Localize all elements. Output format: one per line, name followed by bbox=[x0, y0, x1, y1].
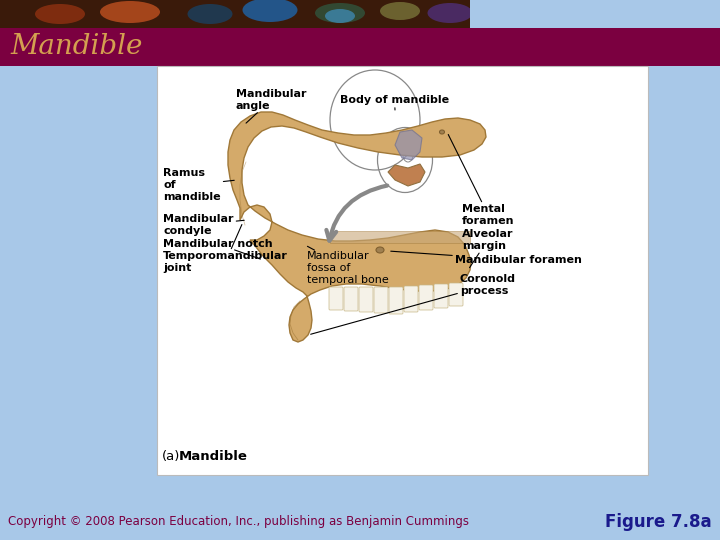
Ellipse shape bbox=[243, 0, 297, 22]
Text: Copyright © 2008 Pearson Education, Inc., publishing as Benjamin Cummings: Copyright © 2008 Pearson Education, Inc.… bbox=[8, 516, 469, 529]
Text: Mental
foramen: Mental foramen bbox=[449, 134, 515, 226]
Polygon shape bbox=[388, 164, 425, 186]
Ellipse shape bbox=[35, 4, 85, 24]
Polygon shape bbox=[395, 130, 422, 160]
FancyBboxPatch shape bbox=[404, 286, 418, 312]
Bar bbox=[0, 28, 720, 66]
Text: Mandibular
fossa of
temporal bone: Mandibular fossa of temporal bone bbox=[307, 246, 389, 285]
Ellipse shape bbox=[325, 9, 355, 23]
FancyBboxPatch shape bbox=[359, 287, 373, 312]
Text: Coronold
process: Coronold process bbox=[310, 274, 516, 334]
Text: Figure 7.8a: Figure 7.8a bbox=[606, 513, 712, 531]
Ellipse shape bbox=[100, 1, 160, 23]
FancyBboxPatch shape bbox=[389, 287, 403, 314]
FancyBboxPatch shape bbox=[344, 287, 358, 311]
Text: Mandible: Mandible bbox=[179, 450, 248, 463]
FancyBboxPatch shape bbox=[419, 285, 433, 310]
Text: Body of mandible: Body of mandible bbox=[340, 95, 449, 110]
Bar bbox=[0, 0, 720, 28]
Text: Mandibular notch: Mandibular notch bbox=[163, 239, 273, 259]
Text: Mandibular foramen: Mandibular foramen bbox=[391, 251, 582, 265]
FancyBboxPatch shape bbox=[449, 283, 463, 306]
Ellipse shape bbox=[380, 2, 420, 20]
Bar bbox=[330, 231, 470, 243]
Text: Mandibular
condyle: Mandibular condyle bbox=[163, 214, 244, 236]
Polygon shape bbox=[228, 112, 486, 342]
FancyBboxPatch shape bbox=[329, 287, 343, 310]
Ellipse shape bbox=[187, 4, 233, 24]
Text: Alveolar
margin: Alveolar margin bbox=[462, 229, 513, 268]
Text: (a): (a) bbox=[162, 450, 181, 463]
FancyBboxPatch shape bbox=[434, 284, 448, 308]
Text: Mandible: Mandible bbox=[10, 33, 143, 60]
FancyBboxPatch shape bbox=[374, 287, 388, 313]
Bar bbox=[0, 504, 720, 540]
Ellipse shape bbox=[428, 3, 472, 23]
Bar bbox=[157, 66, 648, 475]
Text: Ramus
of
mandible: Ramus of mandible bbox=[163, 168, 234, 201]
Ellipse shape bbox=[315, 3, 365, 23]
Ellipse shape bbox=[439, 130, 444, 134]
Text: Mandibular
angle: Mandibular angle bbox=[236, 89, 307, 123]
Bar bbox=[470, 0, 720, 28]
Ellipse shape bbox=[376, 247, 384, 253]
Text: Temporomandibular
joint: Temporomandibular joint bbox=[163, 225, 288, 273]
